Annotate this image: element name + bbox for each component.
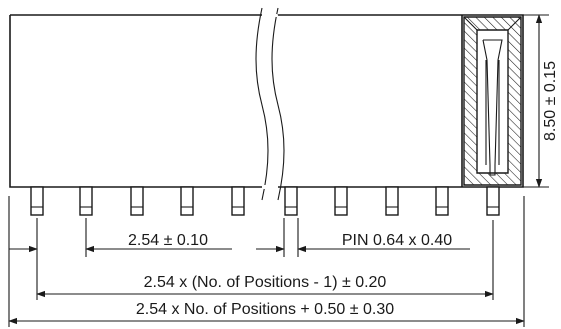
- dimension-lines: [8, 14, 549, 327]
- pin: [385, 186, 399, 216]
- pin: [334, 186, 348, 216]
- pin: [486, 186, 500, 216]
- connector-body: [9, 14, 524, 188]
- pin: [435, 186, 449, 216]
- pin: [79, 186, 93, 216]
- pitch-label: 2.54 ± 0.10: [128, 232, 208, 249]
- pin-size-label: PIN 0.64 x 0.40: [342, 232, 452, 249]
- span-label: 2.54 x (No. of Positions - 1) ± 0.20: [144, 274, 387, 291]
- break-lines: [255, 7, 285, 201]
- pin: [180, 186, 194, 216]
- pin-row: [30, 186, 500, 216]
- height-label: 8.50 ± 0.15: [542, 61, 559, 141]
- pin: [30, 186, 44, 216]
- pin: [130, 186, 144, 216]
- cross-section: [463, 16, 522, 186]
- pin: [231, 186, 245, 216]
- overall-length-label: 2.54 x No. of Positions + 0.50 ± 0.30: [136, 301, 394, 318]
- pin: [284, 186, 298, 216]
